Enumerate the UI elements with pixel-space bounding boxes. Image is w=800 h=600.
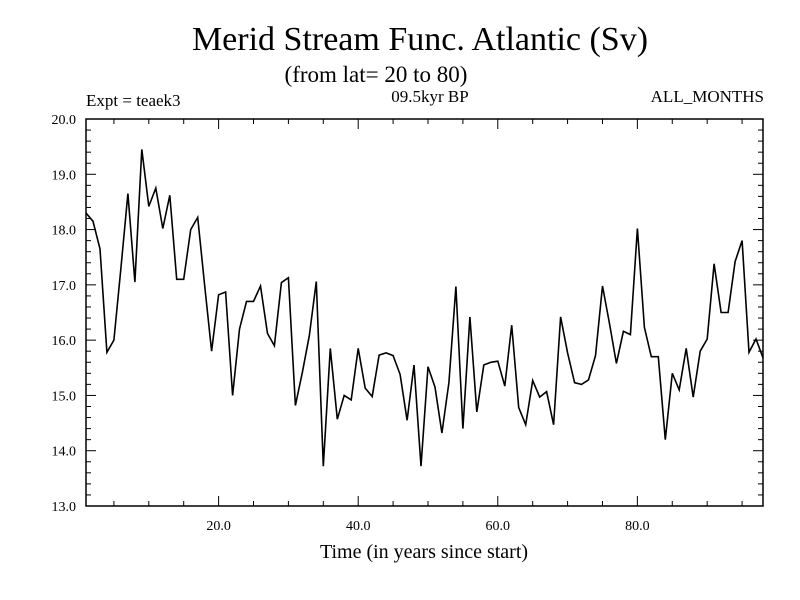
months-label: ALL_MONTHS	[651, 87, 764, 106]
x-axis: 20.0 40.0 60.0 80.0	[113, 119, 743, 534]
y-tick-label: 17.0	[52, 279, 77, 294]
experiment-label: Expt = teaek3	[86, 91, 181, 110]
chart-title: Merid Stream Func. Atlantic (Sv)	[192, 21, 648, 58]
y-tick-label: 18.0	[52, 224, 77, 239]
x-tick-label: 40.0	[346, 519, 371, 534]
period-label: 09.5kyr BP	[391, 87, 468, 106]
y-tick-label: 13.0	[52, 500, 77, 515]
x-tick-label: 60.0	[486, 519, 511, 534]
y-tick-label: 20.0	[52, 113, 77, 128]
x-tick-label: 20.0	[206, 519, 231, 534]
x-tick-label: 80.0	[625, 519, 650, 534]
y-tick-label: 16.0	[52, 334, 77, 349]
x-axis-label: Time (in years since start)	[320, 541, 528, 563]
y-tick-label: 14.0	[52, 445, 77, 460]
series-line	[85, 149, 764, 467]
y-tick-label: 15.0	[52, 389, 77, 404]
chart-subtitle: (from lat= 20 to 80)	[285, 62, 468, 87]
y-tick-label: 19.0	[52, 168, 77, 183]
y-axis: 13.0 14.0 15.0 16.0 17.0 18.0 19.0 20.0	[52, 113, 763, 515]
plot-frame	[85, 118, 764, 507]
